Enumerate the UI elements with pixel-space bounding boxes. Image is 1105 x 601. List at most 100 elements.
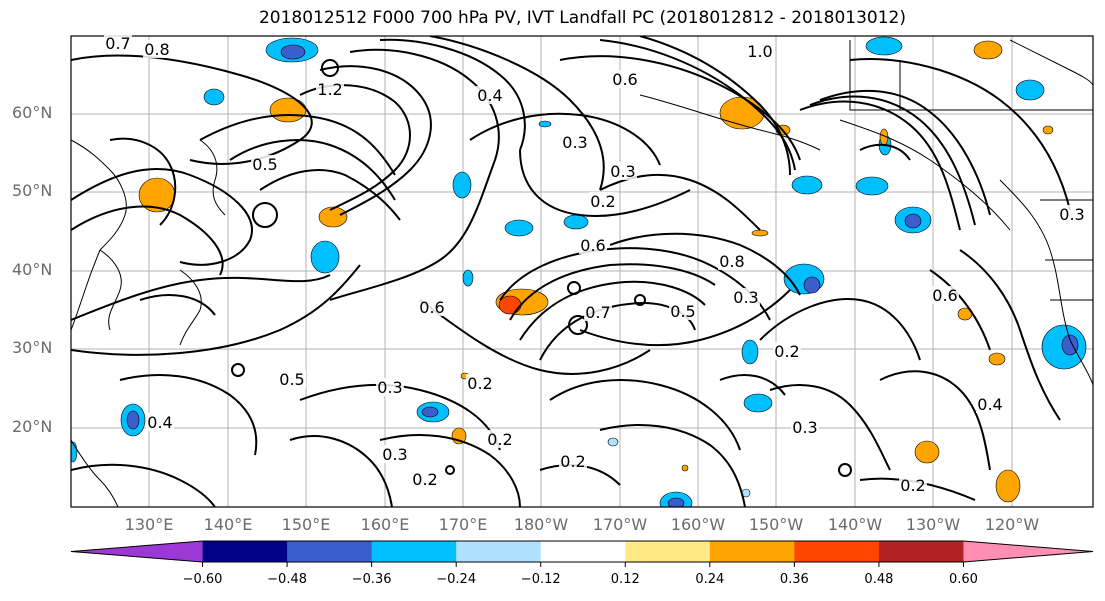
latitude-label: 60°N [12, 103, 53, 122]
contour-label: 0.6 [580, 236, 605, 255]
contour-label: 0.2 [774, 342, 799, 361]
latitude-label: 20°N [12, 417, 53, 436]
contour-label-background [976, 395, 1004, 413]
negative-anomaly-patches [71, 36, 1087, 507]
contour-label-background [609, 162, 637, 180]
contour-label-background [561, 133, 589, 151]
longitude-label: 150°E [281, 515, 331, 534]
contour-label: 0.2 [900, 476, 925, 495]
contour-label-background [376, 378, 404, 396]
contour-label: 0.2 [467, 374, 492, 393]
contour-label: 0.2 [487, 430, 512, 449]
contour-label: 0.2 [560, 452, 585, 471]
longitude-label: 180°W [513, 515, 569, 534]
colorbar-segment [202, 541, 288, 562]
map-border [70, 35, 1094, 508]
colorbar-tick-label: 0.60 [948, 572, 978, 587]
contour-label: 1.0 [747, 42, 772, 61]
contour-label: 0.6 [419, 298, 444, 317]
longitude-label: 170°W [592, 515, 648, 534]
contour-label-background [791, 418, 819, 436]
contour-label: 0.3 [610, 162, 635, 181]
longitude-label: 150°W [748, 515, 804, 534]
contour-label-background [611, 70, 639, 88]
contour-label-background [559, 452, 587, 470]
colorbar-segment [371, 541, 457, 562]
contour-label-background [746, 42, 774, 60]
contour-label-background [669, 302, 697, 320]
colorbar-segment [794, 541, 880, 562]
colorbar-segment [878, 541, 964, 562]
colorbar-segment [625, 541, 711, 562]
colorbar-tick-label: −0.24 [436, 572, 477, 587]
latitude-label: 50°N [12, 181, 53, 200]
longitude-label: 130°W [905, 515, 961, 534]
longitude-label: 140°W [827, 515, 883, 534]
contour-label-background [732, 288, 760, 306]
colorbar-tick-label: 0.24 [695, 572, 725, 587]
contour-label-background [418, 298, 446, 316]
colorbar-segment [456, 541, 542, 562]
contour-label-background [773, 342, 801, 360]
colorbar-tick-label: 0.12 [610, 572, 640, 587]
longitude-label: 120°W [984, 515, 1040, 534]
contour-label: 0.6 [612, 70, 637, 89]
longitude-label: 170°E [438, 515, 488, 534]
contour-label: 1.2 [317, 80, 342, 99]
contour-label: 0.3 [1059, 205, 1084, 224]
contour-label-background [466, 374, 494, 392]
contour-label: 0.7 [585, 303, 610, 322]
contour-label: 0.3 [562, 133, 587, 152]
colorbar-tick-label: 0.36 [779, 572, 809, 587]
colorbar-tick-label: −0.60 [182, 572, 223, 587]
contour-label-background [931, 286, 959, 304]
contour-label: 0.3 [792, 418, 817, 437]
contour-label-background [589, 192, 617, 210]
latitude-label: 30°N [12, 338, 53, 357]
contour-label-background [411, 470, 439, 488]
colorbar-segment [287, 541, 373, 562]
contour-label: 0.4 [977, 395, 1002, 414]
coastlines [71, 39, 1093, 507]
chart-title: 2018012512 F000 700 hPa PV, IVT Landfall… [258, 8, 906, 28]
latitude-label: 40°N [12, 260, 53, 279]
contour-label-background [278, 370, 306, 388]
colorbar-tick-label: −0.12 [520, 572, 561, 587]
contour-label-background [899, 476, 927, 494]
contour-label: 0.3 [377, 378, 402, 397]
contour-label: 0.8 [144, 40, 169, 59]
contour-label: 0.5 [279, 370, 304, 389]
colorbar-segment [540, 541, 626, 562]
contour-label: 0.2 [412, 470, 437, 489]
contour-label-background [584, 303, 612, 321]
contour-label-background [381, 445, 409, 463]
contour-label-background [146, 413, 174, 431]
contour-label: 0.3 [733, 288, 758, 307]
contour-label: 0.5 [670, 302, 695, 321]
colorbar-extend-max [963, 541, 1093, 562]
contour-label-background [579, 236, 607, 254]
contour-label: 0.3 [382, 445, 407, 464]
contour-label-background [1058, 205, 1086, 223]
contour-label: 0.6 [932, 286, 957, 305]
contour-label-background [316, 80, 344, 98]
contour-label-background [718, 252, 746, 270]
colorbar [70, 540, 1094, 567]
longitude-label: 160°W [670, 515, 726, 534]
longitude-label: 130°E [124, 515, 174, 534]
contour-label-background [486, 430, 514, 448]
contour-label: 0.5 [252, 155, 277, 174]
contour-labels: 0.7 0.8 1.2 1.0 0.4 0.6 0.3 0.5 0.2 0.3 0.6 0.8 0.7 0… [104, 34, 1086, 495]
contour-label-background [104, 34, 132, 52]
longitude-label: 160°E [360, 515, 410, 534]
pv-contours [71, 36, 1071, 507]
contour-label: 0.7 [105, 34, 130, 53]
colorbar-tick-label: −0.48 [267, 572, 307, 587]
longitude-label: 140°E [203, 515, 253, 534]
contour-label: 0.4 [147, 413, 172, 432]
contour-label: 0.4 [477, 86, 502, 105]
colorbar-tick-label: −0.36 [351, 572, 392, 587]
contour-label: 0.2 [590, 192, 615, 211]
colorbar-segment [709, 541, 795, 562]
